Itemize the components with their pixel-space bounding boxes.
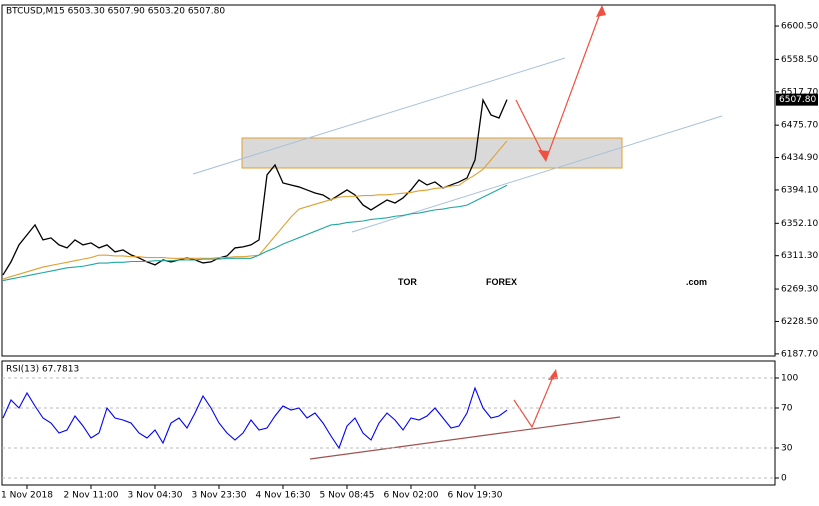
x-tick-label: 3 Nov 23:30 (192, 491, 247, 501)
y-tick-label: 6517.70 (781, 87, 818, 97)
watermark: .com (686, 277, 707, 287)
x-tick-label: 6 Nov 02:00 (384, 491, 439, 501)
arrow-head (596, 5, 606, 17)
x-tick-label: 3 Nov 04:30 (128, 491, 183, 501)
watermark: FOREX (486, 277, 517, 287)
price-marker-label: 6507.80 (779, 95, 816, 105)
y-tick-label: 6600.50 (781, 22, 818, 32)
channel-upper (192, 57, 566, 175)
y-tick-label: 6434.90 (781, 153, 818, 163)
y-tick-label: 0 (781, 474, 787, 484)
y-tick-label: 70 (781, 404, 793, 414)
rsi-panel (1, 360, 776, 486)
watermark: TOR (398, 277, 417, 287)
channel-lower (351, 115, 723, 233)
x-tick-label: 6 Nov 19:30 (448, 491, 503, 501)
series-line (2, 386, 508, 450)
series-line (2, 184, 508, 282)
price-marker (776, 93, 818, 106)
y-tick-label: 6394.10 (781, 185, 818, 195)
y-tick-label: 6228.50 (781, 317, 818, 327)
y-tick-label: 6352.10 (781, 219, 818, 229)
price-panel (1, 4, 776, 357)
y-tick-label: 6475.70 (781, 121, 818, 131)
x-tick-label: 1 Nov 2018 (1, 491, 53, 501)
forecast-arrow (515, 7, 603, 162)
resistance-zone (241, 137, 623, 169)
arrow-head (548, 369, 558, 380)
rsi-trendline (309, 416, 621, 460)
x-tick-label: 4 Nov 16:30 (256, 491, 311, 501)
y-tick-label: 100 (781, 374, 798, 384)
y-tick-label: 6558.50 (781, 55, 818, 65)
x-tick-label: 2 Nov 11:00 (64, 491, 119, 501)
y-tick-label: 6269.30 (781, 285, 818, 295)
series-line (2, 140, 508, 280)
y-tick-label: 6311.30 (781, 251, 818, 261)
chart-title: BTCUSD,M15 6503.30 6507.90 6503.20 6507.… (6, 7, 225, 17)
y-tick-label: 30 (781, 444, 793, 454)
rsi-forecast-arrow (513, 371, 556, 429)
x-tick-label: 5 Nov 08:45 (320, 491, 375, 501)
arrow-head (538, 150, 549, 162)
series-line (2, 97, 508, 276)
y-tick-label: 6187.70 (781, 349, 818, 359)
rsi-title: RSI(13) 67.7813 (6, 365, 79, 375)
